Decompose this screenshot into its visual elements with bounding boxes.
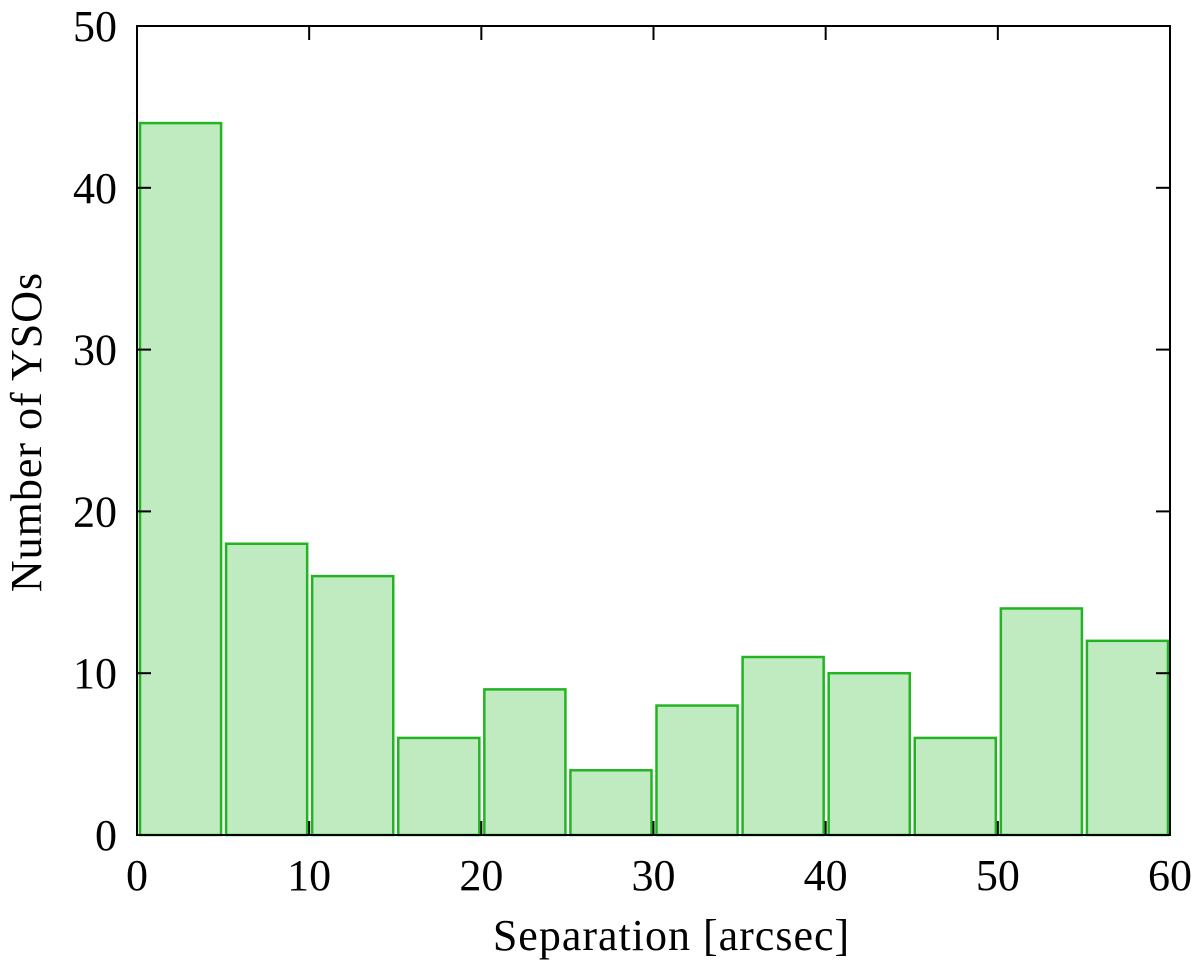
histogram-bar-8 [741,655,825,837]
x-tick-label: 20 [459,851,503,900]
x-tick-label: 50 [976,851,1020,900]
y-tick-label: 20 [73,487,117,536]
x-tick-label: 60 [1148,851,1192,900]
histogram-bar-1 [138,121,223,837]
histogram-bar-10 [913,736,998,837]
histogram-bar-3 [310,574,395,837]
y-tick-label: 30 [73,326,117,375]
y-tick-label: 0 [95,811,117,860]
x-tick-label: 40 [804,851,848,900]
histogram-bar-7 [655,704,739,837]
histogram-bar-2 [224,542,309,837]
x-tick-label: 30 [632,851,676,900]
histogram-bar-4 [397,736,481,837]
y-tick-label: 10 [73,649,117,698]
histogram-bar-6 [569,769,653,837]
histogram-bar-9 [827,671,912,837]
histogram-bar-5 [483,688,567,837]
histogram-bar-11 [999,607,1084,837]
x-tick-label: 0 [126,851,148,900]
histogram-bar-12 [1085,639,1170,837]
y-tick-label: 40 [73,164,117,213]
y-tick-label: 50 [73,2,117,51]
x-tick-label: 10 [287,851,331,900]
x-axis-label: Separation [arcsec] [493,911,850,960]
y-axis-label: Number of YSOs [2,272,51,592]
ticks-layer: 0 10 20 30 40 50 60 0 10 20 30 40 50 [73,2,1192,900]
bars-layer [138,121,1170,837]
